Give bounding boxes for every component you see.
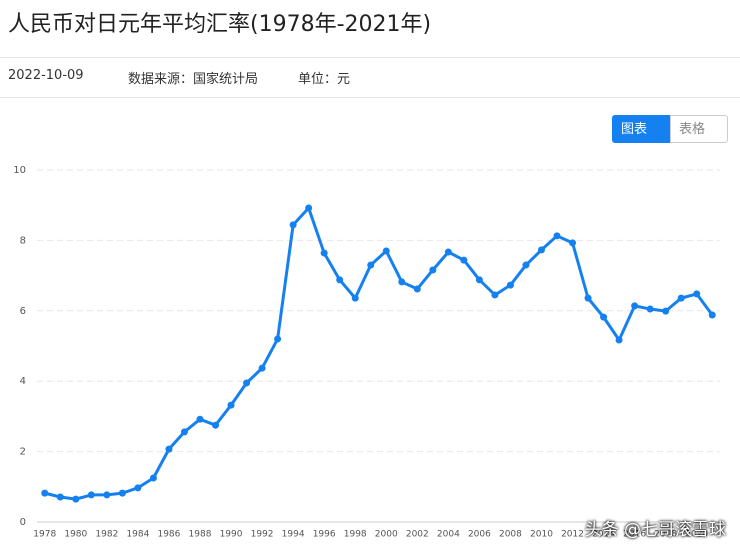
x-tick-label: 1990: [220, 530, 243, 540]
x-tick-label: 2012: [561, 530, 584, 540]
point: [382, 247, 390, 255]
separator: [0, 57, 740, 58]
x-tick-label: 1998: [344, 530, 367, 540]
y-tick-label: 4: [20, 376, 26, 387]
x-tick-label: 2000: [375, 530, 398, 540]
chart-button[interactable]: 图表: [612, 115, 670, 143]
x-tick-label: 2010: [530, 530, 553, 540]
point: [165, 445, 173, 453]
y-tick-label: 10: [13, 165, 26, 176]
point: [569, 239, 577, 247]
x-tick-label: 1992: [251, 530, 274, 540]
point: [180, 428, 188, 436]
point: [460, 256, 468, 264]
point: [677, 294, 685, 302]
point: [600, 313, 608, 321]
point: [475, 276, 483, 284]
point: [429, 266, 437, 274]
point: [134, 484, 142, 492]
point: [708, 311, 716, 319]
point: [41, 489, 49, 497]
point: [72, 495, 80, 503]
x-tick-label: 2008: [499, 530, 522, 540]
point: [646, 305, 654, 313]
point: [258, 364, 266, 372]
x-tick-label: 1980: [64, 530, 87, 540]
point: [631, 302, 639, 310]
x-tick-label: 2002: [406, 530, 429, 540]
x-tick-label: 1996: [313, 530, 336, 540]
x-tick-label: 1982: [95, 530, 118, 540]
x-tick-label: 1994: [282, 530, 305, 540]
y-tick-label: 6: [20, 306, 26, 317]
date: 2022-10-09: [8, 68, 84, 83]
point: [336, 276, 344, 284]
unit: 单位：元: [298, 72, 351, 87]
point: [584, 294, 592, 302]
point: [87, 491, 95, 499]
x-tick-label: 1988: [189, 530, 212, 540]
x-tick-label: 2004: [437, 530, 460, 540]
line: [44, 206, 714, 501]
point: [56, 493, 64, 501]
title: 人民币对日元年平均汇率(1978年-2021年): [8, 12, 432, 37]
y-tick-label: 2: [20, 447, 26, 458]
y-tick-label: 0: [20, 517, 26, 528]
point: [196, 415, 204, 423]
x-tick-label: 2006: [468, 530, 491, 540]
x-tick-label: 2020: [685, 530, 708, 540]
table-button[interactable]: 表格: [670, 115, 728, 143]
point: [351, 294, 359, 302]
point: [118, 489, 126, 497]
x-tick-label: 2018: [654, 530, 677, 540]
point: [243, 379, 251, 387]
watermark: 头条 @七哥滚雪球: [584, 520, 726, 540]
point: [289, 221, 297, 229]
point: [491, 291, 499, 299]
point: [274, 335, 282, 343]
point: [398, 278, 406, 286]
x-tick-label: 1986: [157, 530, 180, 540]
x-tick-label: 1984: [126, 530, 149, 540]
x-tick-label: 2016: [623, 530, 646, 540]
point: [305, 204, 313, 212]
point: [103, 491, 111, 499]
point: [444, 248, 452, 256]
point: [537, 246, 545, 254]
point: [149, 474, 157, 482]
point: [522, 261, 530, 269]
x-tick-label: 1978: [33, 530, 56, 540]
y-tick-label: 8: [20, 235, 26, 246]
point: [367, 261, 375, 269]
point: [506, 281, 514, 289]
point: [615, 336, 623, 344]
point: [212, 421, 220, 429]
source: 数据来源：国家统计局: [128, 72, 259, 87]
point: [693, 290, 701, 298]
point: [320, 249, 328, 257]
separator: [0, 97, 740, 98]
point: [662, 307, 670, 315]
point: [553, 232, 561, 240]
point: [413, 285, 421, 293]
point: [227, 401, 235, 409]
x-tick-label: 2014: [592, 530, 615, 540]
